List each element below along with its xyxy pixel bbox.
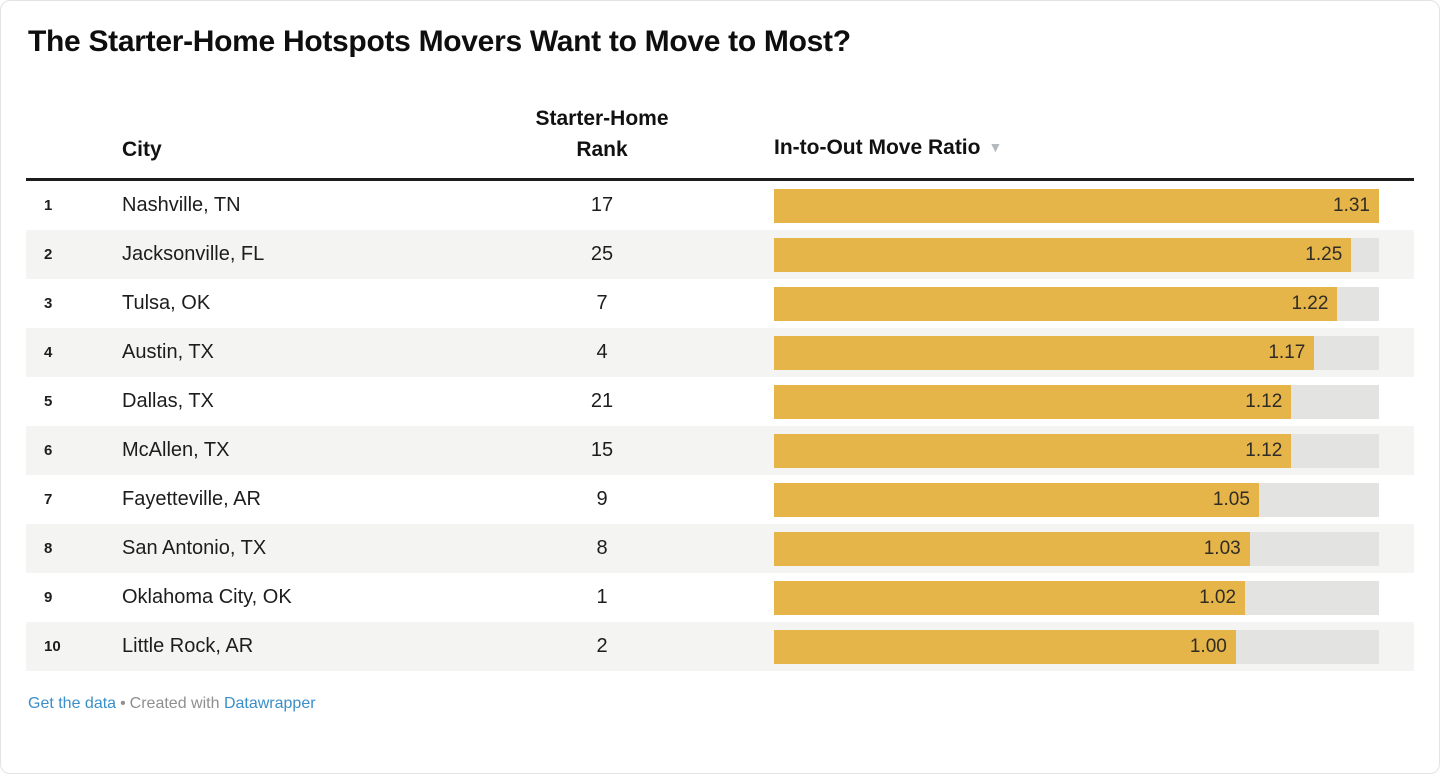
bar-track: 1.00 — [774, 629, 1379, 664]
table-row: 1 Nashville, TN 17 1.31 — [26, 181, 1414, 230]
bar-track: 1.17 — [774, 335, 1379, 370]
city-cell: Jacksonville, FL — [122, 243, 265, 265]
ranking-table: City Starter-Home Rank In-to-Out Move Ra… — [26, 103, 1414, 671]
bar-track: 1.12 — [774, 433, 1379, 468]
column-header-rank-line2: Rank — [576, 138, 628, 161]
move-ratio-bar-cell: 1.31 — [702, 188, 1414, 223]
starter-home-rank-cell: 1 — [596, 586, 608, 608]
bar-track: 1.02 — [774, 580, 1379, 615]
table-row: 10 Little Rock, AR 2 1.00 — [26, 622, 1414, 671]
column-header-ratio-label: In-to-Out Move Ratio — [774, 136, 981, 159]
starter-home-rank-cell: 2 — [596, 635, 608, 657]
footer-separator: • — [120, 695, 126, 712]
row-rank-number: 4 — [44, 344, 53, 361]
bar-value-label: 1.17 — [1268, 341, 1306, 363]
bar-fill: 1.12 — [774, 384, 1292, 419]
row-rank-number: 10 — [44, 638, 61, 655]
city-cell: Austin, TX — [122, 341, 214, 363]
bar-value-label: 1.05 — [1212, 488, 1250, 510]
column-header-rank-line1: Starter-Home — [535, 107, 669, 130]
table-row: 6 McAllen, TX 15 1.12 — [26, 426, 1414, 475]
row-rank-number: 3 — [44, 295, 53, 312]
bar-fill: 1.31 — [774, 188, 1379, 223]
bar-value-label: 1.22 — [1291, 292, 1329, 314]
table-row: 2 Jacksonville, FL 25 1.25 — [26, 230, 1414, 279]
row-rank-number: 5 — [44, 393, 53, 410]
starter-home-rank-cell: 9 — [596, 488, 608, 510]
move-ratio-bar-cell: 1.12 — [702, 433, 1414, 468]
bar-track: 1.05 — [774, 482, 1379, 517]
column-header-city[interactable]: City — [122, 138, 162, 161]
city-cell: Little Rock, AR — [122, 635, 254, 657]
bar-track: 1.12 — [774, 384, 1379, 419]
city-cell: Fayetteville, AR — [122, 488, 261, 510]
starter-home-rank-cell: 7 — [596, 292, 608, 314]
starter-home-rank-cell: 4 — [596, 341, 608, 363]
bar-fill: 1.00 — [774, 629, 1236, 664]
table-row: 5 Dallas, TX 21 1.12 — [26, 377, 1414, 426]
bar-fill: 1.25 — [774, 237, 1352, 272]
column-header-starter-home-rank[interactable]: Starter-Home Rank — [502, 103, 702, 165]
table-row: 7 Fayetteville, AR 9 1.05 — [26, 475, 1414, 524]
bar-value-label: 1.00 — [1189, 635, 1227, 657]
move-ratio-bar-cell: 1.05 — [702, 482, 1414, 517]
starter-home-rank-cell: 8 — [596, 537, 608, 559]
footer-created-with: Created with — [129, 695, 220, 712]
move-ratio-bar-cell: 1.22 — [702, 286, 1414, 321]
bar-fill: 1.12 — [774, 433, 1292, 468]
city-cell: McAllen, TX — [122, 439, 230, 461]
row-rank-number: 9 — [44, 589, 53, 606]
move-ratio-bar-cell: 1.03 — [702, 531, 1414, 566]
table-row: 9 Oklahoma City, OK 1 1.02 — [26, 573, 1414, 622]
bar-value-label: 1.25 — [1305, 243, 1343, 265]
table-body: 1 Nashville, TN 17 1.31 2 Jacksonville, FL 25 1… — [26, 181, 1414, 671]
bar-track: 1.25 — [774, 237, 1379, 272]
chart-title: The Starter-Home Hotspots Movers Want to… — [28, 25, 851, 58]
bar-value-label: 1.02 — [1199, 586, 1237, 608]
table-header-row: City Starter-Home Rank In-to-Out Move Ra… — [26, 103, 1414, 181]
city-cell: San Antonio, TX — [122, 537, 267, 559]
bar-track: 1.22 — [774, 286, 1379, 321]
bar-value-label: 1.12 — [1245, 390, 1283, 412]
city-cell: Nashville, TN — [122, 194, 241, 216]
bar-fill: 1.22 — [774, 286, 1338, 321]
bar-fill: 1.02 — [774, 580, 1246, 615]
starter-home-rank-cell: 25 — [590, 243, 614, 265]
get-the-data-link[interactable]: Get the data — [28, 695, 117, 712]
row-rank-number: 7 — [44, 491, 53, 508]
move-ratio-bar-cell: 1.25 — [702, 237, 1414, 272]
datawrapper-link[interactable]: Datawrapper — [223, 695, 316, 712]
row-rank-number: 1 — [44, 197, 53, 214]
bar-value-label: 1.03 — [1203, 537, 1241, 559]
bar-track: 1.31 — [774, 188, 1379, 223]
bar-fill: 1.05 — [774, 482, 1259, 517]
bar-fill: 1.03 — [774, 531, 1250, 566]
column-header-move-ratio[interactable]: In-to-Out Move Ratio ▼ — [702, 132, 1414, 165]
city-cell: Oklahoma City, OK — [122, 586, 292, 608]
move-ratio-bar-cell: 1.02 — [702, 580, 1414, 615]
move-ratio-bar-cell: 1.12 — [702, 384, 1414, 419]
city-cell: Dallas, TX — [122, 390, 214, 412]
bar-fill: 1.17 — [774, 335, 1315, 370]
bar-track: 1.03 — [774, 531, 1379, 566]
bar-value-label: 1.12 — [1245, 439, 1283, 461]
table-row: 4 Austin, TX 4 1.17 — [26, 328, 1414, 377]
table-row: 8 San Antonio, TX 8 1.03 — [26, 524, 1414, 573]
starter-home-rank-cell: 21 — [590, 390, 614, 412]
starter-home-rank-cell: 17 — [590, 194, 614, 216]
move-ratio-bar-cell: 1.17 — [702, 335, 1414, 370]
starter-home-rank-cell: 15 — [590, 439, 614, 461]
move-ratio-bar-cell: 1.00 — [702, 629, 1414, 664]
row-rank-number: 2 — [44, 246, 53, 263]
bar-value-label: 1.31 — [1333, 194, 1370, 216]
chart-footer: Get the data • Created with Datawrapper — [26, 695, 1414, 713]
city-cell: Tulsa, OK — [122, 292, 211, 314]
table-row: 3 Tulsa, OK 7 1.22 — [26, 279, 1414, 328]
row-rank-number: 6 — [44, 442, 53, 459]
sort-descending-icon: ▼ — [988, 139, 1003, 155]
row-rank-number: 8 — [44, 540, 53, 557]
